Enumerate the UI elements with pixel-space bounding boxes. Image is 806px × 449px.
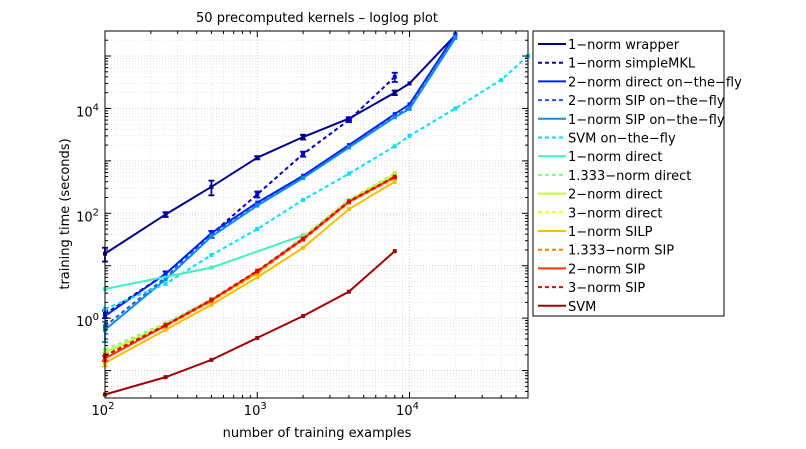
data-point	[392, 179, 397, 184]
x-tick-label: 104	[396, 401, 419, 419]
data-point	[453, 36, 458, 41]
data-point	[346, 207, 351, 212]
data-point	[209, 231, 214, 236]
legend-label: 1−norm SILP	[568, 225, 653, 240]
chart-title: 50 precomputed kernels – loglog plot	[196, 11, 438, 26]
legend-label: 1−norm wrapper	[568, 38, 680, 53]
legend-label: 1.333−norm SIP	[568, 244, 674, 259]
data-point	[392, 90, 397, 95]
plot-frame	[104, 30, 529, 399]
data-point	[392, 144, 397, 149]
series-line	[104, 55, 529, 310]
data-point	[301, 245, 306, 250]
x-tick-label: 103	[244, 401, 267, 419]
data-point	[301, 197, 306, 202]
legend-label: 3−norm SIP	[568, 281, 645, 296]
data-point	[163, 212, 168, 217]
data-point	[301, 236, 306, 241]
legend-label: 1−norm simpleMKL	[568, 57, 696, 72]
data-point	[255, 227, 260, 232]
data-point	[255, 268, 260, 273]
data-point	[407, 81, 412, 86]
legend-label: 2−norm direct on−the−fly	[568, 75, 742, 90]
data-point	[163, 277, 168, 282]
data-point	[163, 271, 168, 276]
data-point	[209, 184, 214, 189]
y-axis-title: training time (seconds)	[58, 138, 73, 289]
data-point	[392, 249, 397, 254]
data-point	[255, 203, 260, 208]
legend-box	[532, 30, 725, 317]
data-point	[209, 297, 214, 302]
data-point	[392, 112, 397, 117]
data-point	[453, 106, 458, 111]
data-point	[209, 265, 214, 270]
data-point	[163, 327, 168, 332]
y-tick-label: 104	[76, 102, 99, 120]
legend-label: 2−norm direct	[568, 188, 662, 203]
data-point	[346, 171, 351, 176]
data-point	[209, 253, 214, 258]
data-point	[301, 152, 306, 157]
legend-label: 2−norm SIP	[568, 262, 645, 277]
data-point	[209, 302, 214, 307]
series-layer	[102, 32, 530, 397]
data-point	[255, 155, 260, 160]
data-point	[255, 275, 260, 280]
data-point	[346, 145, 351, 150]
legend: 1−norm wrapper 1−norm simpleMKL 2−norm dir…	[532, 30, 742, 317]
data-point	[499, 77, 504, 82]
axis-ticks: 102 103 104 100 102 104	[76, 30, 529, 419]
data-point	[255, 335, 260, 340]
data-point	[346, 199, 351, 204]
x-tick-label: 102	[92, 401, 115, 419]
data-point	[209, 357, 214, 362]
data-point	[209, 234, 214, 239]
data-point	[163, 375, 168, 380]
y-tick-label: 102	[76, 207, 99, 225]
data-point	[392, 74, 397, 79]
legend-label: 1−norm SIP on−the−fly	[568, 113, 725, 128]
legend-label: 3−norm direct	[568, 206, 662, 221]
data-point	[392, 115, 397, 120]
legend-label: 2−norm SIP on−the−fly	[568, 94, 725, 109]
data-point	[255, 192, 260, 197]
legend-label: SVM on−the−fly	[568, 132, 676, 147]
y-tick-label: 100	[76, 312, 99, 330]
legend-label: SVM	[568, 300, 596, 315]
data-point	[163, 323, 168, 328]
data-point	[407, 102, 412, 107]
data-point	[407, 133, 412, 138]
data-point	[301, 135, 306, 140]
data-point	[301, 176, 306, 181]
data-point	[407, 106, 412, 111]
data-point	[163, 281, 168, 286]
legend-label: 1.333−norm direct	[568, 169, 691, 184]
data-point	[346, 118, 351, 123]
data-point	[392, 174, 397, 179]
data-point	[255, 200, 260, 205]
legend-label: 1−norm direct	[568, 150, 662, 165]
x-axis-title: number of training examples	[223, 426, 412, 441]
data-point	[301, 313, 306, 318]
data-point	[346, 289, 351, 294]
